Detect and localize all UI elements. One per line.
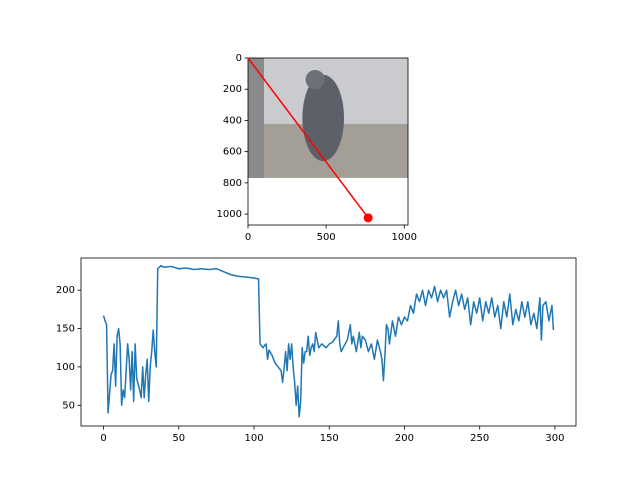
y-tick-label: 1000 — [217, 209, 242, 220]
image-pigeon — [302, 74, 345, 162]
x-tick-label: 0 — [100, 433, 106, 444]
frame — [247, 57, 409, 226]
y-tick-label: 200 — [56, 285, 75, 296]
image-pigeon-head — [305, 69, 325, 90]
y-tick-label: 800 — [223, 178, 242, 189]
y-tick-label: 150 — [56, 324, 75, 335]
y-tick-label: 400 — [223, 115, 242, 126]
x-tick-label: 150 — [320, 433, 339, 444]
y-tick-label: 50 — [62, 400, 75, 411]
intensity-line — [102, 264, 555, 418]
image — [248, 58, 408, 178]
profile-line — [247, 57, 369, 219]
y-tick-label: 600 — [223, 147, 242, 158]
image-wall — [248, 58, 264, 178]
frame — [80, 257, 577, 427]
y-tick-label: 200 — [223, 84, 242, 95]
x-tick-label: 0 — [245, 232, 251, 243]
end-marker — [363, 213, 373, 223]
x-tick-label: 200 — [395, 433, 414, 444]
y-tick-label: 100 — [56, 362, 75, 373]
x-tick-label: 300 — [545, 433, 564, 444]
x-tick-label: 1000 — [392, 232, 417, 243]
y-tick-label: 0 — [236, 53, 242, 64]
x-tick-label: 500 — [317, 232, 336, 243]
x-tick-label: 100 — [244, 433, 263, 444]
x-tick-label: 50 — [172, 433, 185, 444]
x-tick-label: 250 — [470, 433, 489, 444]
